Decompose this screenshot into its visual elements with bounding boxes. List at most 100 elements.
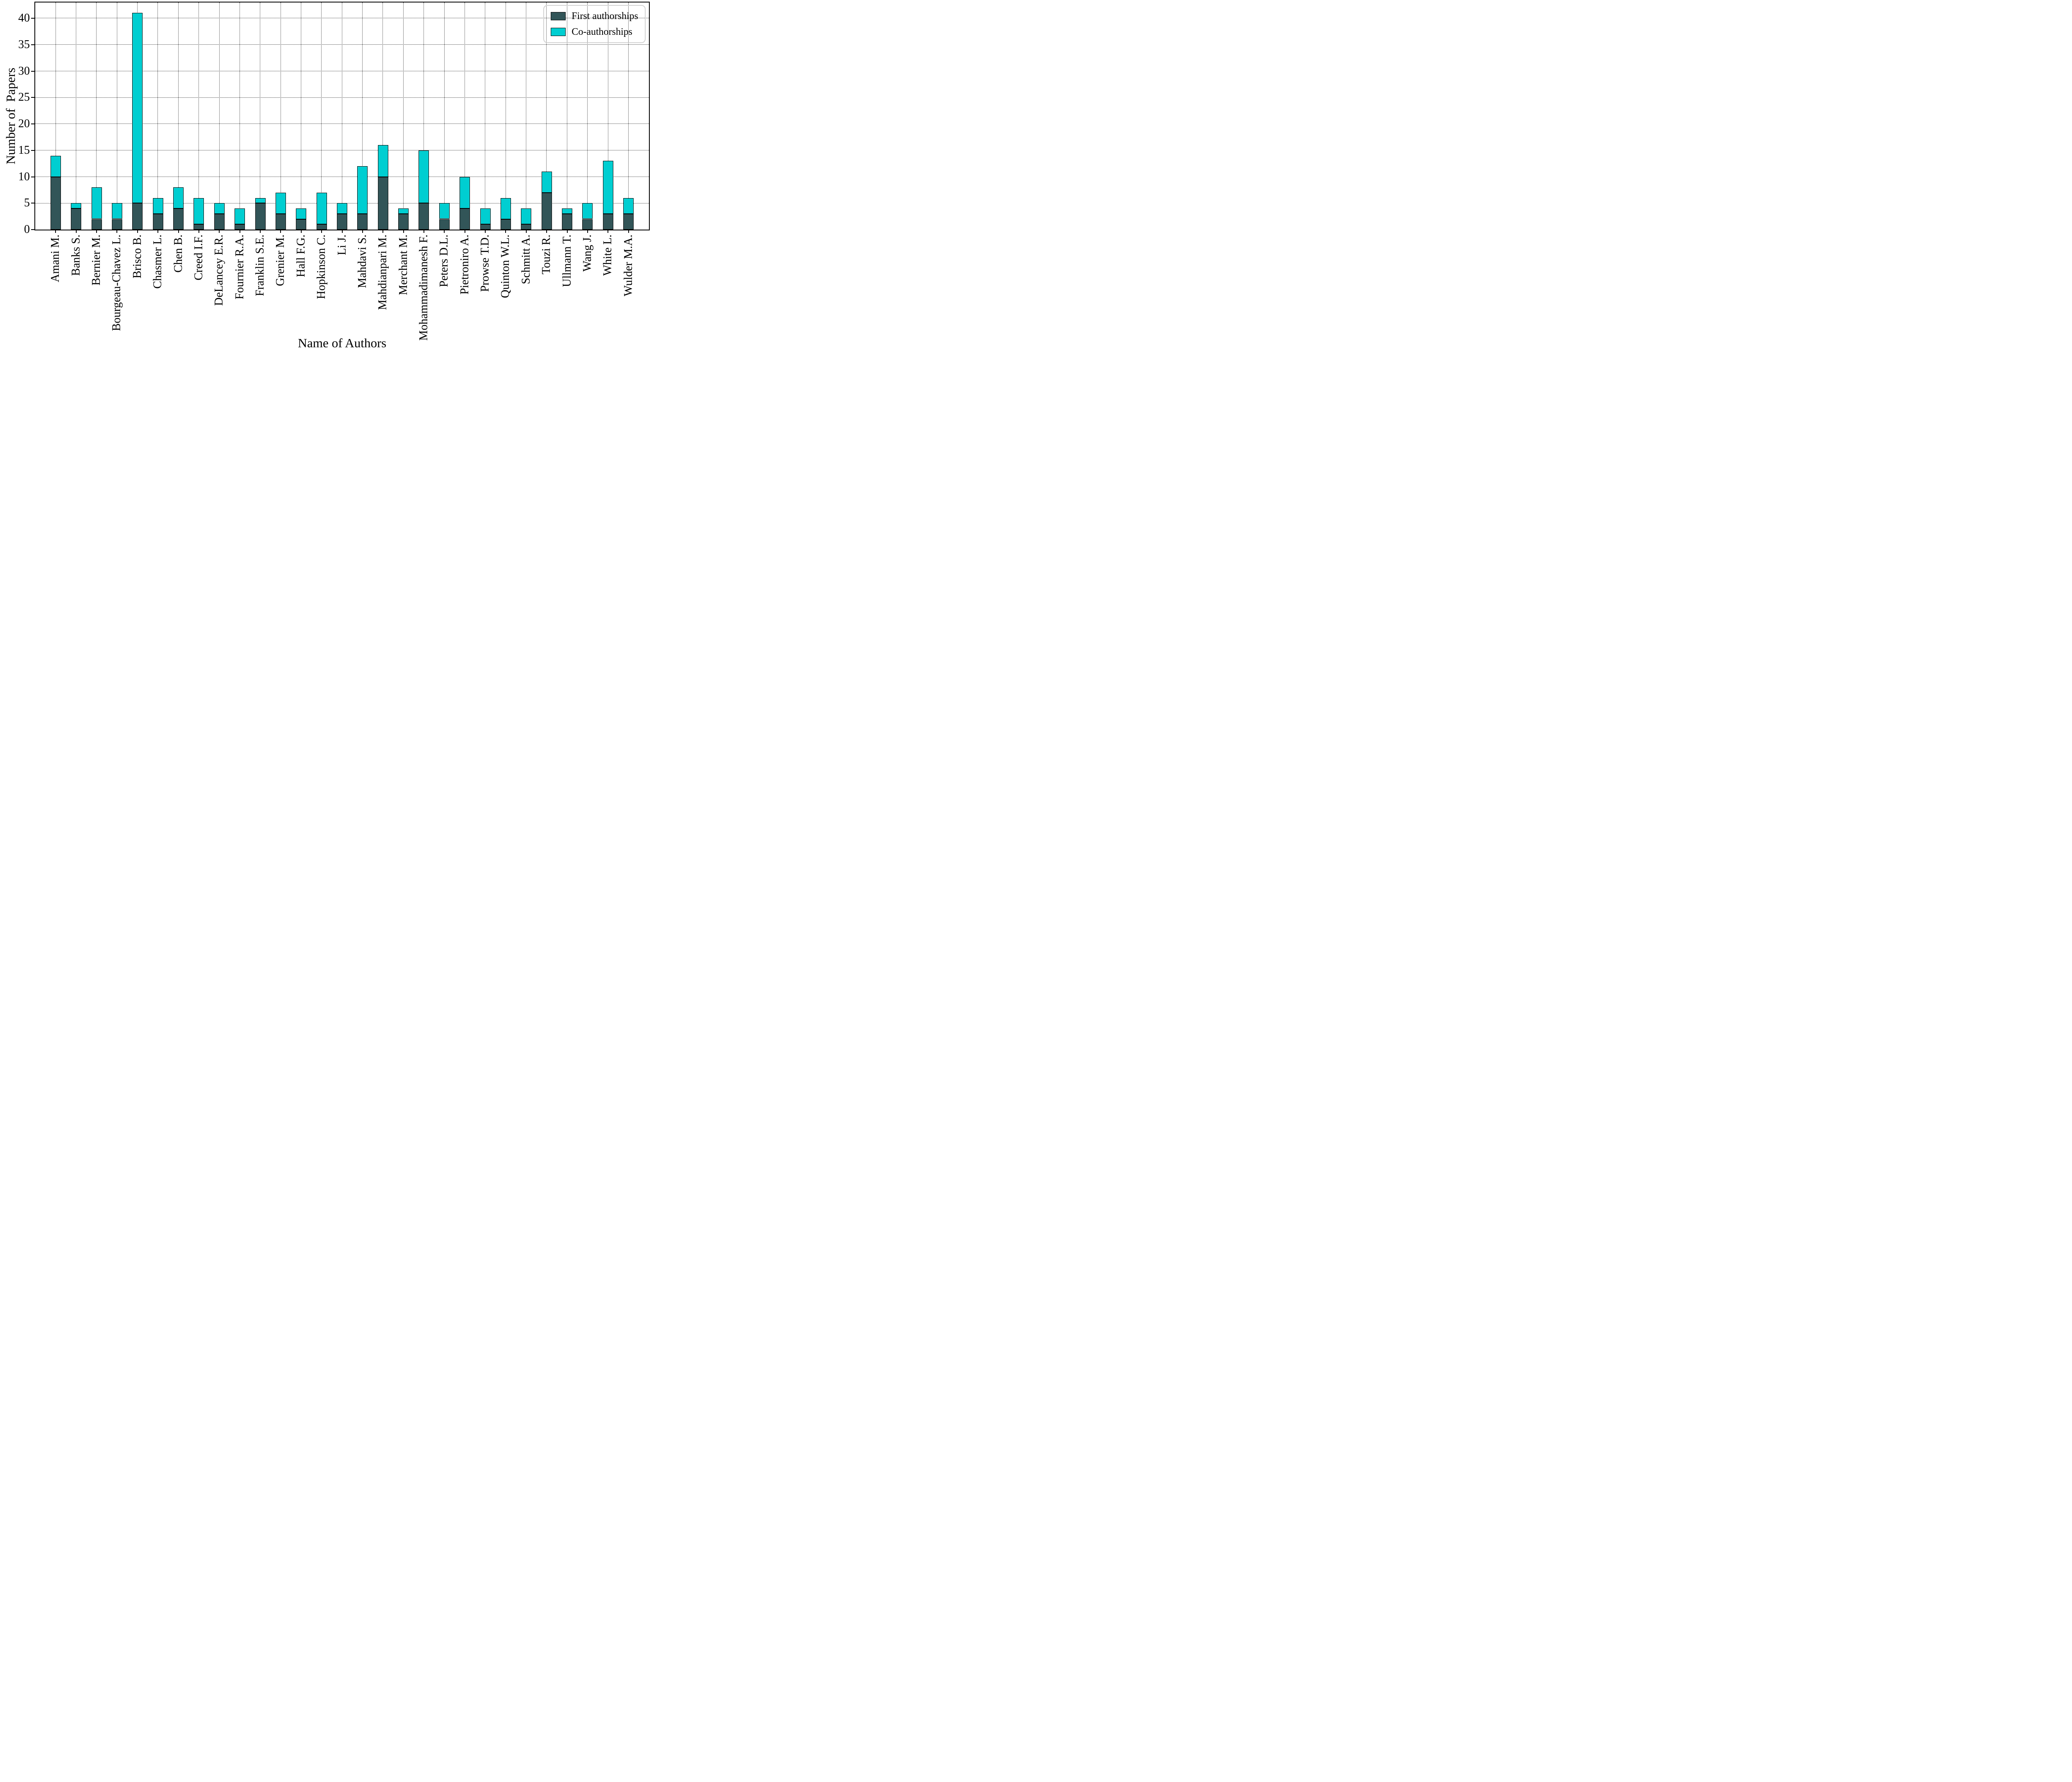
y-tick-label: 40	[18, 12, 30, 25]
x-gridline	[321, 2, 322, 230]
x-tick-label: Ullmann T.	[560, 235, 574, 287]
bar-segment-first-authorships	[582, 219, 593, 230]
bar-segment-co-authorships	[419, 150, 429, 203]
x-tick-label: Bernier M.	[90, 235, 103, 286]
x-gridline	[157, 2, 158, 230]
bar-segment-first-authorships	[398, 213, 409, 230]
stacked-bar-chart-figure: 0 5 10 15 20 25 30 35 40 Amani M. Banks S. Bernier …	[0, 0, 656, 356]
y-tick	[31, 123, 34, 125]
bar-segment-co-authorships	[562, 208, 573, 214]
x-gridline	[628, 2, 629, 230]
x-tick-label: Grenier M.	[274, 235, 287, 286]
x-tick-label: Hopkinson C.	[315, 235, 328, 299]
bar-segment-first-authorships	[50, 177, 61, 230]
x-tick-label: Quinton W.L.	[499, 235, 512, 298]
x-tick	[485, 230, 486, 233]
y-tick-label: 20	[18, 117, 30, 131]
bar-segment-co-authorships	[173, 187, 184, 208]
x-tick-label: Brisco B.	[131, 235, 144, 278]
bar-segment-co-authorships	[152, 198, 163, 214]
y-tick-label: 35	[18, 38, 30, 51]
x-tick	[219, 230, 220, 233]
x-tick-label: Creed I.F.	[192, 235, 205, 281]
x-tick-label: DeLancey E.R.	[213, 235, 226, 306]
bar-segment-co-authorships	[541, 171, 552, 193]
legend-swatch-co-authorships	[551, 28, 566, 36]
bar-segment-co-authorships	[111, 203, 122, 219]
legend-swatch-first-authorships	[551, 12, 566, 20]
x-tick-label: White L.	[601, 235, 615, 276]
bar-segment-first-authorships	[296, 219, 307, 230]
x-gridline	[219, 2, 220, 230]
bar-segment-first-authorships	[255, 203, 266, 230]
x-tick-label: Fournier R.A.	[233, 235, 246, 300]
bar-segment-first-authorships	[337, 213, 347, 230]
x-tick	[587, 230, 588, 233]
x-tick-label: Banks S.	[69, 235, 82, 276]
y-tick-label: 0	[24, 223, 30, 236]
bar-segment-co-authorships	[500, 198, 511, 219]
bar-segment-co-authorships	[255, 198, 266, 203]
bar-segment-first-authorships	[152, 213, 163, 230]
x-tick	[260, 230, 261, 233]
x-gridline	[178, 2, 179, 230]
x-tick-label: Hall F.G.	[294, 235, 307, 277]
y-tick	[31, 97, 34, 98]
bar-segment-co-authorships	[214, 203, 225, 214]
bar-segment-co-authorships	[50, 155, 61, 177]
bar-segment-co-authorships	[132, 13, 143, 203]
x-tick	[321, 230, 322, 233]
x-tick	[96, 230, 97, 233]
x-gridline	[403, 2, 404, 230]
x-tick	[444, 230, 445, 233]
x-tick-label: Pietroniro A.	[458, 235, 471, 295]
bar-segment-first-authorships	[562, 213, 573, 230]
x-tick	[198, 230, 199, 233]
y-tick-label: 10	[18, 170, 30, 183]
y-tick-label: 30	[18, 64, 30, 77]
bar-segment-first-authorships	[316, 224, 327, 230]
x-tick	[55, 230, 56, 233]
bar-segment-co-authorships	[91, 187, 102, 219]
legend: First authorships Co-authorships	[543, 5, 646, 43]
bar-segment-first-authorships	[91, 219, 102, 230]
x-tick-label: Mahdavi S.	[356, 235, 369, 288]
x-tick	[403, 230, 404, 233]
x-tick-label: Franklin S.E.	[254, 235, 267, 296]
x-tick	[341, 230, 343, 233]
y-tick-label: 15	[18, 143, 30, 157]
bar-segment-first-authorships	[521, 224, 532, 230]
x-tick	[75, 230, 77, 233]
x-tick	[566, 230, 568, 233]
bar-segment-first-authorships	[500, 219, 511, 230]
bar-segment-co-authorships	[582, 203, 593, 219]
x-tick-label: Chasmer L.	[151, 235, 165, 289]
bar-segment-co-authorships	[398, 208, 409, 214]
x-tick-label: Amani M.	[49, 235, 62, 283]
y-tick	[31, 70, 34, 72]
y-tick-label: 25	[18, 91, 30, 104]
bar-segment-co-authorships	[275, 192, 286, 214]
bar-segment-first-authorships	[173, 208, 184, 230]
x-tick	[362, 230, 363, 233]
x-tick-label: Peters D.L.	[438, 235, 451, 287]
bar-segment-co-authorships	[378, 145, 388, 177]
bar-segment-first-authorships	[480, 224, 491, 230]
x-tick-label: Merchant M.	[397, 235, 410, 295]
x-tick-label: Prowse T.D.	[479, 235, 492, 292]
bar-segment-first-authorships	[357, 213, 368, 230]
bar-segment-first-authorships	[132, 203, 143, 230]
x-tick	[300, 230, 302, 233]
x-gridline	[362, 2, 363, 230]
bar-segment-first-authorships	[378, 177, 388, 230]
x-tick-label: Bourgeau-Chavez L.	[110, 235, 123, 331]
bar-segment-co-authorships	[296, 208, 307, 219]
bar-segment-co-authorships	[480, 208, 491, 225]
x-tick	[137, 230, 138, 233]
legend-label-co-authorships: Co-authorships	[571, 27, 632, 37]
x-tick	[525, 230, 527, 233]
x-gridline	[198, 2, 199, 230]
x-tick	[382, 230, 384, 233]
legend-label-first-authorships: First authorships	[571, 11, 638, 22]
bar-segment-first-authorships	[541, 192, 552, 230]
